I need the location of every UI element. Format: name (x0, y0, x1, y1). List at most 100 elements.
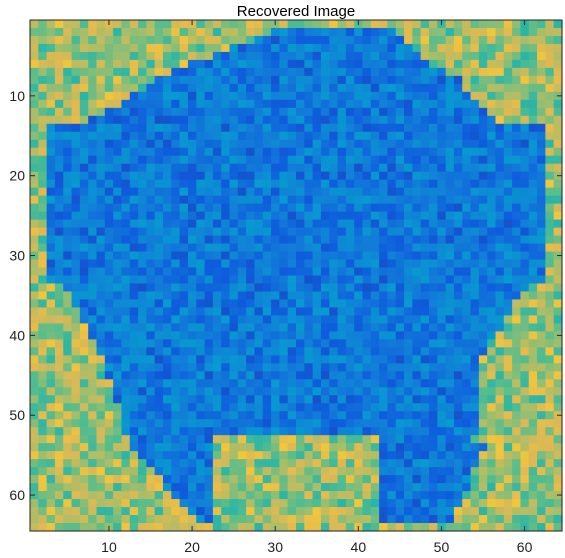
heatmap-cell (262, 339, 272, 348)
heatmap-cell (246, 99, 256, 109)
heatmap-cell (304, 75, 314, 85)
heatmap-cell (337, 131, 347, 141)
heatmap-cell (495, 435, 505, 444)
heatmap-cell (237, 67, 247, 77)
heatmap-cell (129, 491, 139, 500)
heatmap-cell (512, 523, 522, 532)
heatmap-cell (88, 267, 98, 277)
heatmap-cell (520, 475, 530, 484)
heatmap-cell (395, 59, 405, 69)
heatmap-cell (445, 275, 455, 285)
heatmap-cell (38, 115, 48, 125)
heatmap-cell (362, 43, 372, 53)
heatmap-cell (204, 203, 214, 213)
heatmap-cell (121, 139, 131, 149)
heatmap-cell (212, 523, 222, 532)
heatmap-cell (196, 379, 206, 388)
heatmap-cell (104, 315, 114, 324)
heatmap-cell (387, 387, 397, 396)
heatmap-cell (88, 299, 98, 309)
heatmap-cell (429, 307, 438, 317)
heatmap-cell (287, 283, 297, 293)
heatmap-cell (279, 291, 289, 301)
heatmap-cell (279, 187, 289, 197)
heatmap-cell (138, 483, 147, 492)
heatmap-cell (379, 379, 389, 388)
heatmap-cell (304, 235, 314, 245)
heatmap-cell (129, 283, 139, 293)
heatmap-cell (146, 163, 156, 173)
heatmap-cell (470, 283, 480, 293)
heatmap-cell (445, 75, 455, 85)
heatmap-cell (420, 219, 430, 229)
heatmap-cell (503, 259, 513, 269)
heatmap-cell (462, 499, 472, 508)
heatmap-cell (354, 339, 364, 348)
heatmap-cell (478, 43, 488, 53)
heatmap-cell (395, 187, 405, 197)
heatmap-cell (370, 43, 380, 53)
heatmap-cell (537, 123, 546, 133)
heatmap-cell (271, 187, 280, 197)
heatmap-cell (429, 435, 438, 444)
heatmap-cell (71, 20, 81, 29)
heatmap-cell (462, 267, 472, 277)
heatmap-cell (395, 75, 405, 85)
heatmap-cell (412, 515, 422, 524)
heatmap-cell (171, 411, 181, 420)
heatmap-cell (171, 395, 181, 404)
heatmap-cell (537, 483, 546, 492)
heatmap-cell (362, 387, 372, 396)
heatmap-cell (246, 451, 256, 460)
heatmap-cell (520, 123, 530, 133)
heatmap-cell (171, 451, 181, 460)
heatmap-cell (171, 139, 181, 149)
heatmap-cell (38, 267, 48, 277)
heatmap-cell (196, 27, 206, 37)
heatmap-cell (246, 483, 256, 492)
heatmap-cell (229, 395, 239, 404)
heatmap-cell (345, 523, 355, 532)
heatmap-cell (354, 99, 364, 109)
heatmap-cell (138, 315, 147, 324)
heatmap-cell (453, 307, 463, 317)
heatmap-cell (387, 251, 397, 261)
heatmap-cell (429, 515, 438, 524)
heatmap-cell (104, 171, 114, 181)
heatmap-cell (237, 499, 247, 508)
heatmap-cell (204, 355, 214, 364)
heatmap-cell (179, 403, 189, 412)
heatmap-cell (512, 99, 522, 109)
heatmap-cell (379, 251, 389, 261)
heatmap-cell (545, 323, 555, 332)
heatmap-cell (404, 83, 413, 93)
heatmap-cell (154, 235, 164, 245)
heatmap-cell (96, 395, 106, 404)
heatmap-cell (495, 147, 505, 157)
heatmap-cell (304, 515, 314, 524)
heatmap-cell (46, 131, 56, 141)
heatmap-cell (154, 347, 164, 356)
heatmap-cell (537, 259, 546, 269)
heatmap-cell (387, 27, 397, 37)
heatmap-cell (146, 259, 156, 269)
heatmap-cell (163, 35, 172, 45)
heatmap-cell (429, 259, 438, 269)
heatmap-cell (320, 451, 330, 460)
heatmap-cell (412, 219, 422, 229)
heatmap-cell (79, 411, 89, 420)
heatmap-cell (96, 523, 106, 532)
heatmap-cell (30, 195, 39, 205)
heatmap-cell (362, 251, 372, 261)
heatmap-cell (38, 307, 48, 317)
heatmap-cell (354, 147, 364, 157)
heatmap-cell (63, 435, 73, 444)
heatmap-cell (387, 99, 397, 109)
heatmap-cell (196, 195, 206, 205)
heatmap-cell (470, 187, 480, 197)
heatmap-cell (337, 203, 347, 213)
heatmap-cell (412, 43, 422, 53)
heatmap-cell (553, 20, 563, 29)
heatmap-cell (387, 83, 397, 93)
heatmap-cell (138, 515, 147, 524)
